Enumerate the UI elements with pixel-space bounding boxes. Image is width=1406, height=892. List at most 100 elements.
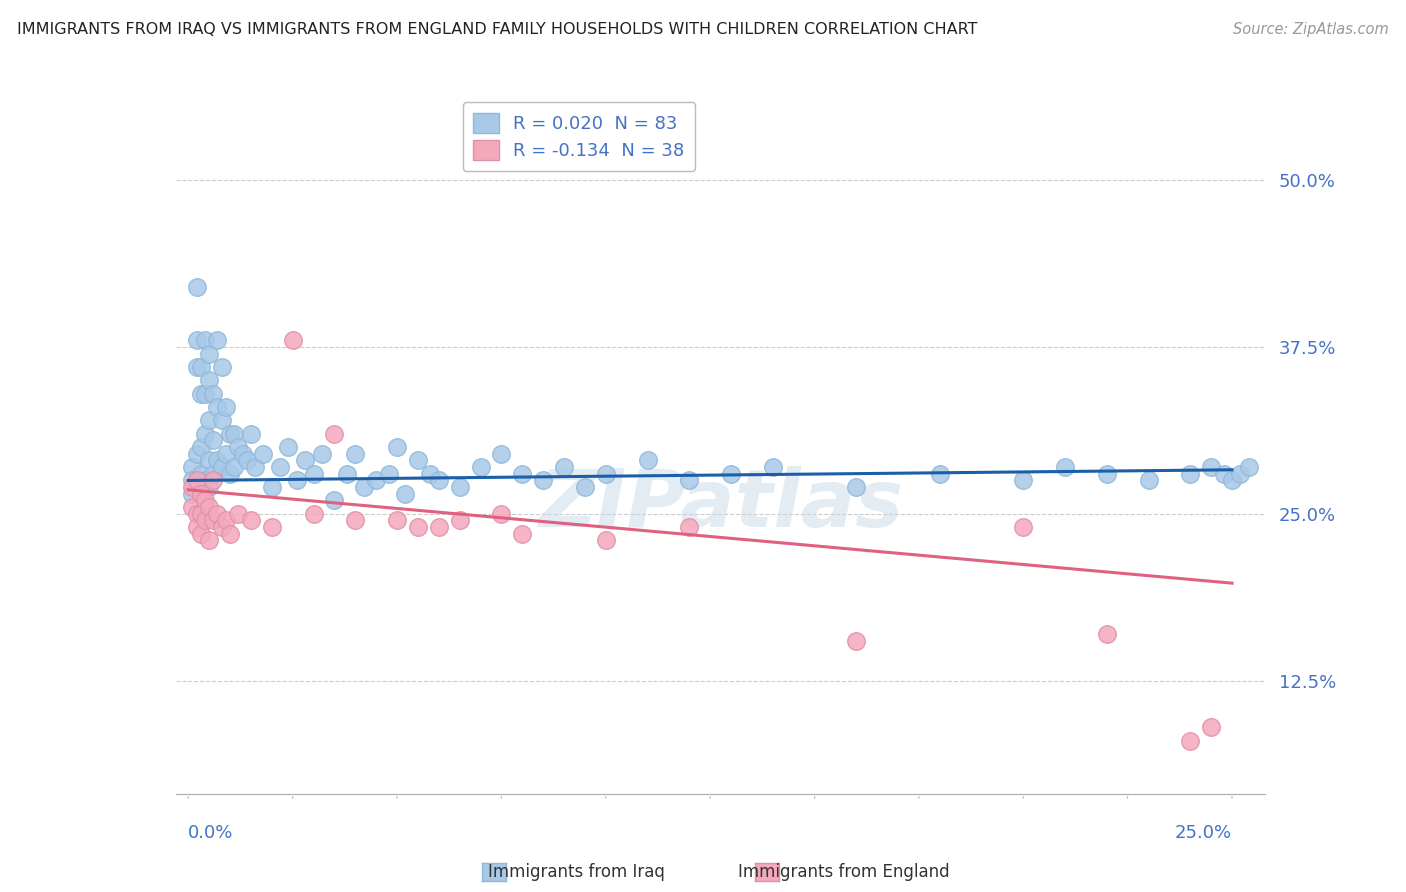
Point — [1212, 467, 1234, 481]
Point — [637, 453, 659, 467]
Point — [353, 480, 375, 494]
Point — [194, 513, 217, 527]
Point — [190, 467, 212, 481]
Point — [1237, 460, 1260, 475]
Point — [198, 374, 221, 388]
Point — [219, 526, 242, 541]
Point — [406, 453, 429, 467]
Point — [239, 426, 262, 441]
Point — [427, 520, 450, 534]
Point — [211, 360, 233, 375]
Point — [228, 440, 250, 454]
Point — [202, 513, 225, 527]
Point — [232, 447, 254, 461]
Point — [186, 520, 208, 534]
Point — [202, 434, 225, 448]
Point — [194, 334, 217, 348]
Point — [198, 347, 221, 361]
Point — [336, 467, 359, 481]
Text: 25.0%: 25.0% — [1175, 824, 1232, 842]
Point — [323, 493, 346, 508]
Point — [1199, 460, 1222, 475]
Point — [1012, 520, 1035, 534]
Point — [207, 453, 229, 467]
Point — [1012, 474, 1035, 488]
Point — [235, 453, 257, 467]
Point — [186, 507, 208, 521]
Point — [1180, 467, 1202, 481]
Point — [207, 334, 229, 348]
Point — [1053, 460, 1076, 475]
Point — [762, 460, 785, 475]
Point — [211, 460, 233, 475]
Point — [186, 447, 208, 461]
Point — [186, 360, 208, 375]
Point — [491, 447, 513, 461]
Point — [323, 426, 346, 441]
Point — [294, 453, 316, 467]
Point — [239, 513, 262, 527]
Point — [344, 447, 367, 461]
Point — [344, 513, 367, 527]
Point — [678, 520, 700, 534]
Point — [553, 460, 575, 475]
Text: 0.0%: 0.0% — [188, 824, 233, 842]
Text: Immigrants from England: Immigrants from England — [738, 863, 949, 881]
Point — [207, 400, 229, 414]
Point — [181, 500, 204, 515]
Point — [510, 526, 533, 541]
Point — [186, 474, 208, 488]
Point — [845, 633, 868, 648]
Point — [491, 507, 513, 521]
Point — [678, 474, 700, 488]
Point — [215, 447, 238, 461]
Point — [215, 400, 238, 414]
Point — [427, 474, 450, 488]
Point — [385, 440, 408, 454]
Point — [260, 520, 283, 534]
Point — [243, 460, 266, 475]
Point — [269, 460, 291, 475]
Text: Immigrants from Iraq: Immigrants from Iraq — [488, 863, 665, 881]
Point — [531, 474, 554, 488]
Point — [198, 413, 221, 427]
Point — [198, 500, 221, 515]
Point — [190, 360, 212, 375]
Point — [1229, 467, 1251, 481]
Point — [224, 460, 246, 475]
Point — [394, 487, 416, 501]
Point — [215, 513, 238, 527]
Point — [190, 487, 212, 501]
Point — [449, 480, 471, 494]
Point — [366, 474, 388, 488]
Point — [277, 440, 299, 454]
Point — [302, 507, 325, 521]
Point — [595, 533, 617, 548]
Point — [928, 467, 950, 481]
Text: Source: ZipAtlas.com: Source: ZipAtlas.com — [1233, 22, 1389, 37]
Point — [281, 334, 304, 348]
Text: IMMIGRANTS FROM IRAQ VS IMMIGRANTS FROM ENGLAND FAMILY HOUSEHOLDS WITH CHILDREN : IMMIGRANTS FROM IRAQ VS IMMIGRANTS FROM … — [17, 22, 977, 37]
Point — [302, 467, 325, 481]
Point — [1199, 720, 1222, 734]
Point — [202, 467, 225, 481]
Text: ZIPatlas: ZIPatlas — [538, 467, 903, 544]
Point — [574, 480, 596, 494]
Point — [186, 280, 208, 294]
Point — [311, 447, 333, 461]
Point — [190, 526, 212, 541]
Point — [194, 426, 217, 441]
Point — [190, 507, 212, 521]
Point — [207, 507, 229, 521]
Point — [194, 474, 217, 488]
Point — [202, 386, 225, 401]
Point — [194, 386, 217, 401]
Point — [190, 440, 212, 454]
Point — [449, 513, 471, 527]
Legend: R = 0.020  N = 83, R = -0.134  N = 38: R = 0.020 N = 83, R = -0.134 N = 38 — [463, 103, 695, 171]
Point — [190, 386, 212, 401]
Point — [845, 480, 868, 494]
Point — [219, 426, 242, 441]
Point — [181, 487, 204, 501]
Point — [181, 480, 204, 494]
